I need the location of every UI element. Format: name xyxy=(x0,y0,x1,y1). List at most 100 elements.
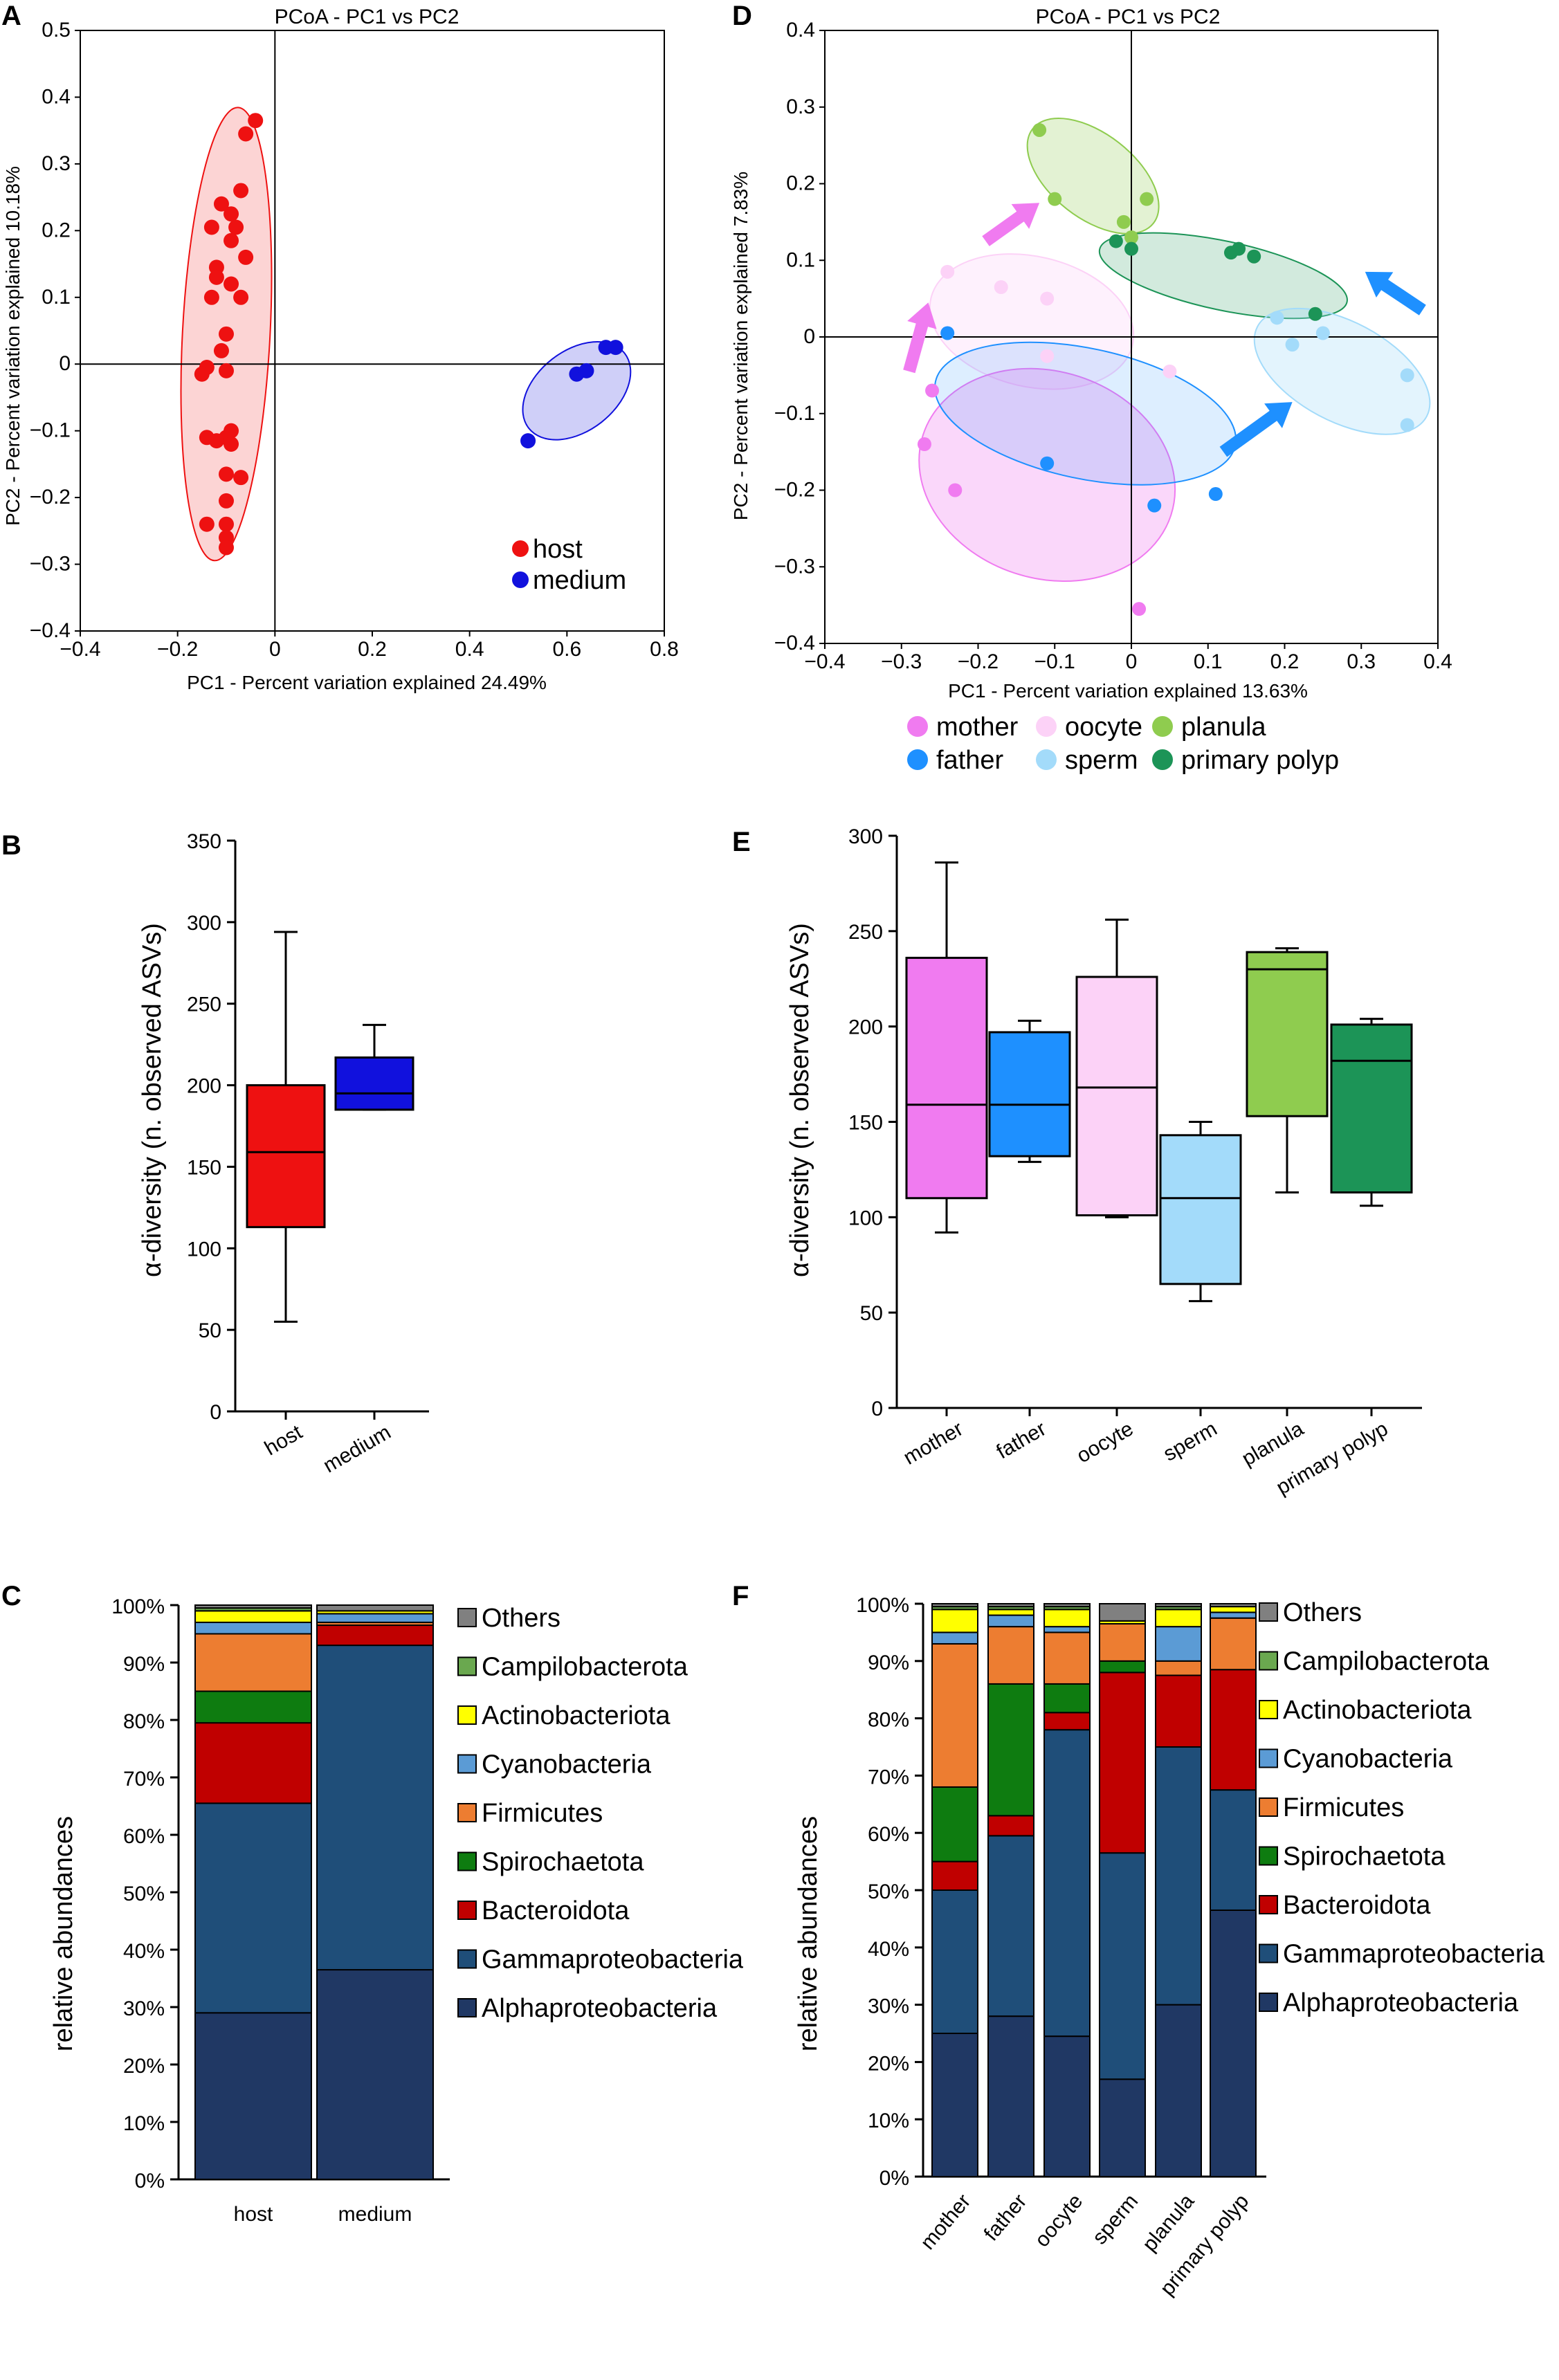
panel-c-legend-swatch-others xyxy=(457,1608,477,1627)
panel-c-bar-medium-cyanobacteria xyxy=(316,1613,434,1623)
legend-swatch-oocyte xyxy=(1036,716,1057,737)
panel-a-xtick-label: 0 xyxy=(269,638,281,661)
panel-c-legend-swatch-bacteroidota xyxy=(457,1901,477,1920)
panel-c-ytick-label: 20% xyxy=(123,2055,165,2078)
panel-c-ytick-label: 100% xyxy=(111,1595,165,1618)
panel-d-point-mother xyxy=(948,483,963,497)
panel-b-ytick-label: 200 xyxy=(187,1075,221,1098)
panel-d-point-primary-polyp xyxy=(1247,249,1261,264)
panel-d-point-primary-polyp xyxy=(1232,241,1246,256)
panel-d-point-primary-polyp xyxy=(1308,306,1322,321)
panel-e-ytick-label: 0 xyxy=(871,1398,883,1420)
panel-a-ytick-label: −0.2 xyxy=(30,486,71,509)
panel-f-ytick-label: 10% xyxy=(868,2109,909,2132)
panel-c-legend-label-alphaproteobacteria: Alphaproteobacteria xyxy=(482,1994,718,2023)
panel-d-point-oocyte xyxy=(1040,349,1055,363)
panel-e-category-label: planula xyxy=(1238,1417,1308,1470)
panel-c-bar-medium-alphaproteobacteria xyxy=(316,1969,434,2181)
panel-f-bar-oocyte-firmicutes xyxy=(1043,1631,1091,1685)
panel-f-legend-swatch-firmicutes xyxy=(1259,1797,1278,1817)
panel-d-ytick-label: 0.2 xyxy=(786,172,815,195)
panel-f-bar-primary-polyp-gammaproteobacteria xyxy=(1210,1789,1257,1911)
panel-letter-a: A xyxy=(1,1,21,31)
panel-a-point-host xyxy=(219,326,234,342)
panel-f-legend-label-alphaproteobacteria: Alphaproteobacteria xyxy=(1283,1988,1519,2017)
panel-f-legend-swatch-campilobacterota xyxy=(1259,1651,1278,1671)
panel-a-point-host xyxy=(219,516,234,532)
panel-f-bar-planula-cyanobacteria xyxy=(1155,1626,1202,1662)
panel-b-box-host xyxy=(246,1084,326,1229)
panel-d-trajectory-arrow-1 xyxy=(903,302,937,374)
panel-a-title: PCoA - PC1 vs PC2 xyxy=(275,6,459,28)
panel-f-bar-father-firmicutes xyxy=(987,1626,1034,1685)
panel-d-point-primary-polyp xyxy=(1109,234,1123,248)
panel-letter-e: E xyxy=(732,827,751,857)
panel-f-bar-primary-polyp-cyanobacteria xyxy=(1210,1611,1257,1619)
panel-f-bar-father-cyanobacteria xyxy=(987,1614,1034,1628)
panel-d-point-father xyxy=(1147,498,1162,513)
panel-c-bar-host-alphaproteobacteria xyxy=(194,2012,312,2181)
panel-a-ytick-label: −0.3 xyxy=(30,553,71,576)
panel-b-ytick-label: 300 xyxy=(187,912,221,935)
panel-f-legend-label-spirochaetota: Spirochaetota xyxy=(1283,1842,1446,1871)
panel-f-bar-mother-bacteroidota xyxy=(931,1860,978,1892)
panel-e-ytick-label: 50 xyxy=(860,1302,883,1325)
panel-a-ytick-label: 0.4 xyxy=(42,85,71,108)
panel-d-point-planula xyxy=(1116,214,1131,229)
panel-f-ytick-label: 70% xyxy=(868,1766,909,1788)
panel-d-xtick-label: −0.3 xyxy=(881,650,922,673)
panel-d-xtick-label: 0.2 xyxy=(1270,650,1300,673)
panel-letter-d: D xyxy=(732,1,752,31)
panel-f-legend-label-bacteroidota: Bacteroidota xyxy=(1283,1891,1431,1920)
panel-d-point-mother xyxy=(917,437,931,452)
panel-e-ytick-label: 300 xyxy=(848,825,883,848)
panel-a-xtick-label: −0.2 xyxy=(157,638,198,661)
panel-f-ytick-label: 50% xyxy=(868,1880,909,1903)
panel-a-xtick-label: 0.4 xyxy=(455,638,484,661)
panel-a-ylabel: PC2 - Percent variation explained 10.18% xyxy=(2,166,24,526)
panel-f-legend-swatch-gammaproteobacteria xyxy=(1259,1943,1278,1964)
panel-b-ytick-label: 0 xyxy=(210,1401,221,1424)
panel-e-ylabel: α-diversity (n. observed ASVs) xyxy=(785,923,814,1277)
panel-d-ellipse-mother xyxy=(918,367,1176,582)
panel-f-bar-primary-polyp-others xyxy=(1210,1603,1257,1608)
panel-d-ellipse-oocyte xyxy=(929,253,1135,390)
panel-a-point-medium xyxy=(578,363,594,378)
panel-f-bar-planula-actinobacteriota xyxy=(1155,1609,1202,1628)
panel-f-bar-planula-others xyxy=(1155,1603,1202,1608)
legend-label-oocyte: oocyte xyxy=(1065,713,1142,742)
panel-a-point-host xyxy=(219,493,234,509)
panel-f-bar-sperm-alphaproteobacteria xyxy=(1099,2078,1146,2177)
panel-c-legend-swatch-firmicutes xyxy=(457,1803,477,1822)
legend-swatch-primary-polyp xyxy=(1152,749,1173,770)
panel-d-title: PCoA - PC1 vs PC2 xyxy=(1036,6,1221,28)
panel-c-legend-swatch-alphaproteobacteria xyxy=(457,1998,477,2017)
panel-a-xtick-label: 0.6 xyxy=(552,638,581,661)
panel-d-point-planula xyxy=(1048,192,1062,206)
panel-d-point-planula xyxy=(1032,122,1047,137)
panel-a-xtick-label: 0.2 xyxy=(358,638,387,661)
panel-c-bar-medium-others xyxy=(316,1604,434,1612)
panel-f-bar-sperm-spirochaetota xyxy=(1099,1660,1146,1674)
panel-f-ytick-label: 40% xyxy=(868,1938,909,1961)
panel-f-bar-oocyte-actinobacteriota xyxy=(1043,1609,1091,1628)
panel-a-point-host xyxy=(238,126,254,142)
panel-f-bar-primary-polyp-firmicutes xyxy=(1210,1617,1257,1671)
panel-d-xlabel: PC1 - Percent variation explained 13.63% xyxy=(948,680,1308,702)
panel-b-category-label: medium xyxy=(320,1420,395,1477)
panel-e-box-oocyte xyxy=(1075,976,1158,1217)
panel-f-category-label: father xyxy=(980,2190,1032,2245)
panel-d-ytick-label: 0.4 xyxy=(786,19,815,42)
panel-d-trajectory-arrow-2 xyxy=(982,203,1040,246)
panel-a-point-host xyxy=(233,470,249,486)
panel-a-point-host xyxy=(224,206,239,222)
panel-a-point-host xyxy=(224,276,239,292)
panel-c-bar-medium-gammaproteobacteria xyxy=(316,1645,434,1971)
panel-a-point-host xyxy=(219,466,234,482)
panel-f-bar-mother-alphaproteobacteria xyxy=(931,2033,978,2177)
panel-f-ylabel: relative abundances xyxy=(794,1816,823,2051)
panel-f-legend-swatch-spirochaetota xyxy=(1259,1846,1278,1866)
panel-f-bar-primary-polyp-actinobacteriota xyxy=(1210,1606,1257,1613)
legend-label-planula: planula xyxy=(1181,713,1266,742)
